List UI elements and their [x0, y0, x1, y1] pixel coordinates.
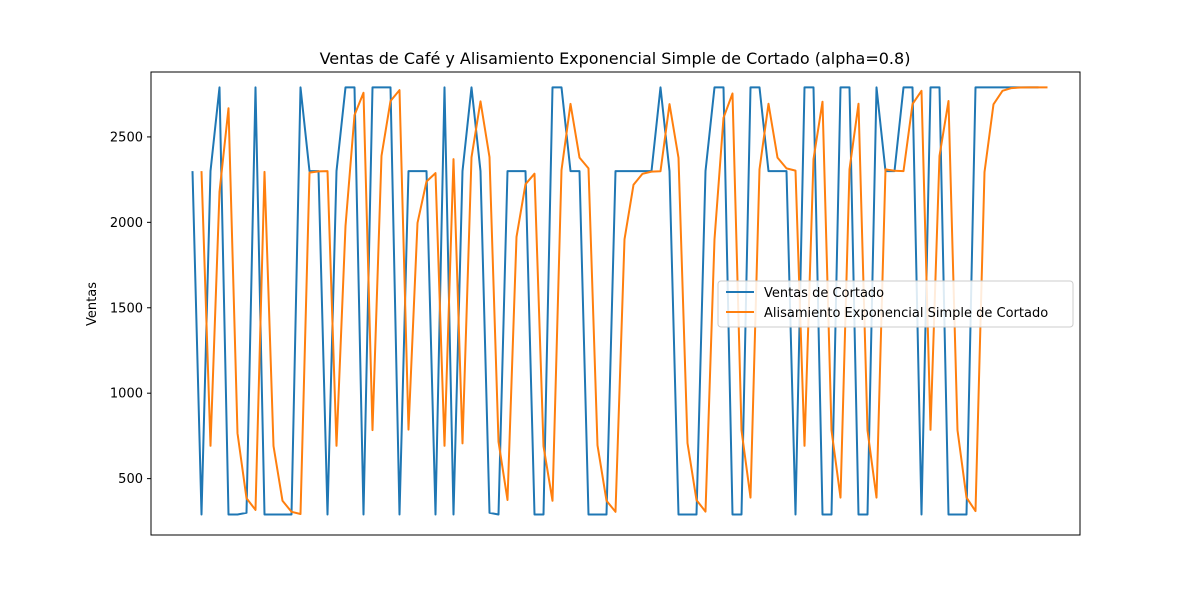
legend-label-alisamiento: Alisamiento Exponencial Simple de Cortad…	[764, 306, 1048, 321]
plot-lines	[191, 86, 1048, 516]
series-line-0	[191, 86, 1039, 516]
chart-title: Ventas de Café y Alisamiento Exponencial…	[320, 49, 911, 68]
plot-area-frame	[150, 71, 1081, 536]
y-tick-label-3: 2000	[110, 216, 143, 231]
y-axis: 500 1000 1500 2000 2500	[110, 130, 151, 487]
y-tick-label-2: 1500	[110, 301, 143, 316]
y-tick-label-4: 2500	[110, 130, 143, 145]
y-tick-label-1: 1000	[110, 387, 143, 402]
legend: Ventas de Cortado Alisamiento Exponencia…	[717, 280, 1074, 328]
y-axis-label: Ventas	[85, 282, 100, 326]
legend-box	[717, 280, 1074, 328]
legend-label-ventas-de-cortado: Ventas de Cortado	[764, 286, 884, 301]
series-line-1	[200, 86, 1048, 515]
y-tick-label-0: 500	[118, 472, 143, 487]
